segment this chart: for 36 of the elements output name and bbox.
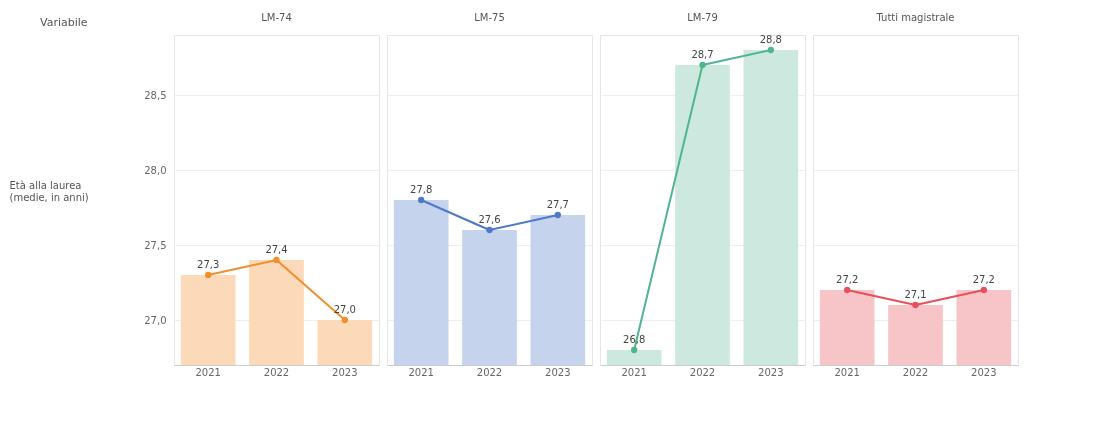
y-axis-title: Età alla laurea (medie, in anni) (9, 179, 89, 203)
x-tick-label: 2021 (621, 366, 647, 378)
chart-title: LM-79 (687, 12, 718, 23)
chart-title: Tutti magistrale (875, 12, 955, 23)
x-tick-label: 2022 (263, 366, 290, 378)
data-label: 27,0 (333, 304, 356, 315)
x-tick-label: 2023 (332, 366, 358, 378)
x-tick-label: 2021 (408, 366, 434, 378)
data-label: 27,2 (836, 274, 859, 285)
x-tick-label: 2021 (195, 366, 221, 378)
data-label: 28,8 (759, 34, 782, 45)
data-label: 28,7 (691, 49, 714, 60)
data-label: 27,1 (904, 289, 927, 300)
point (205, 271, 212, 279)
y-tick-label: 28,5 (144, 89, 167, 101)
x-tick-label: 2023 (971, 366, 997, 378)
data-label: 27,6 (478, 214, 501, 225)
x-tick-label: 2022 (902, 366, 929, 378)
chart-title: LM-74 (261, 12, 292, 23)
data-label: 27,3 (197, 259, 220, 270)
x-tick-label: 2021 (834, 366, 860, 378)
y-tick-label: 28,0 (144, 164, 167, 176)
point (341, 316, 348, 324)
y-tick-label: 27,0 (144, 314, 167, 326)
data-label: 27,4 (265, 244, 288, 255)
text: Variabile (40, 16, 88, 29)
x-tick-label: 2023 (758, 366, 784, 378)
y-tick-label: 27,5 (144, 239, 167, 251)
data-label: 27,8 (410, 184, 433, 195)
x-tick-label: 2022 (689, 366, 716, 378)
point (273, 256, 280, 264)
x-tick-label: 2022 (476, 366, 503, 378)
chart-title: LM-75 (474, 12, 505, 23)
data-label: 27,7 (546, 199, 569, 210)
x-tick-label: 2023 (545, 366, 571, 378)
data-label: 27,2 (972, 274, 995, 285)
